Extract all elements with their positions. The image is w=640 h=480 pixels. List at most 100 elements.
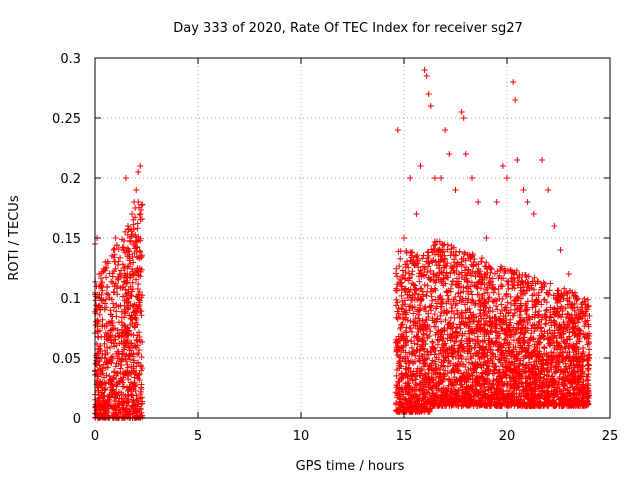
data-point [412, 286, 419, 293]
data-point [562, 360, 569, 367]
data-point [406, 274, 413, 281]
data-point [408, 338, 415, 345]
data-point [415, 311, 422, 318]
data-point [431, 175, 438, 181]
data-point [535, 371, 542, 378]
data-point [562, 345, 569, 352]
data-point [425, 91, 432, 97]
data-point [92, 310, 99, 317]
data-point [121, 309, 128, 316]
data-point [471, 256, 478, 263]
data-point [518, 345, 525, 352]
data-point [411, 340, 418, 347]
data-point [553, 387, 560, 394]
data-point [436, 336, 443, 343]
data-point [410, 322, 417, 329]
data-point [420, 330, 427, 337]
x-tick-label: 15 [396, 429, 413, 444]
data-point [421, 383, 428, 390]
data-point [454, 260, 461, 267]
data-point [418, 367, 425, 374]
data-point [133, 276, 140, 283]
data-point [135, 371, 142, 378]
data-point [530, 211, 537, 217]
data-point [115, 246, 122, 253]
data-point [409, 349, 416, 356]
data-point [139, 201, 146, 208]
data-point [401, 355, 408, 362]
data-point [97, 342, 104, 349]
data-point [95, 373, 102, 380]
y-tick-label: 0.25 [52, 112, 81, 127]
data-point [104, 349, 111, 356]
data-point [558, 303, 565, 310]
data-point [409, 297, 416, 304]
data-point [98, 284, 105, 291]
data-point [413, 398, 420, 405]
data-point [425, 352, 432, 359]
data-point [428, 293, 435, 300]
data-point [428, 360, 435, 367]
data-point [523, 287, 530, 294]
data-point [424, 269, 431, 276]
data-point [124, 231, 131, 238]
data-point [119, 350, 126, 357]
data-point [122, 340, 129, 347]
data-point [129, 380, 136, 387]
data-point [418, 296, 425, 303]
data-point [401, 235, 407, 241]
data-point [118, 389, 125, 396]
data-point [424, 381, 431, 388]
data-point [130, 309, 137, 316]
data-point [124, 402, 131, 409]
data-point [456, 248, 463, 255]
data-point [410, 310, 417, 317]
data-point [420, 357, 427, 364]
data-point [122, 286, 129, 293]
data-point [412, 315, 419, 322]
data-point [130, 216, 137, 223]
data-point [486, 314, 493, 321]
x-tick-label: 0 [91, 429, 99, 444]
x-tick-label: 25 [602, 429, 619, 444]
data-point [119, 244, 126, 251]
data-point [507, 327, 514, 334]
data-point [435, 356, 442, 363]
data-point [532, 303, 539, 310]
data-point [396, 404, 403, 411]
data-point [132, 238, 139, 245]
data-point [406, 384, 413, 391]
data-point [105, 319, 112, 326]
data-point [504, 281, 511, 288]
data-point [128, 266, 135, 273]
x-tick-label: 5 [194, 429, 202, 444]
data-point [136, 405, 143, 412]
data-point [564, 310, 571, 317]
data-point [515, 362, 522, 369]
data-point [497, 263, 504, 270]
data-point [132, 381, 139, 388]
data-point [393, 372, 400, 379]
data-point [393, 265, 400, 272]
data-point [134, 342, 141, 349]
data-point [102, 364, 109, 371]
data-point [495, 275, 502, 282]
data-point [483, 274, 490, 281]
data-point [122, 228, 129, 235]
data-point [122, 323, 129, 330]
data-point [100, 392, 107, 399]
data-point [504, 175, 510, 181]
data-point [402, 269, 409, 276]
data-point [118, 314, 125, 321]
data-point [136, 376, 143, 383]
data-point [415, 273, 422, 280]
data-point [399, 301, 406, 308]
data-point [137, 237, 144, 244]
data-point [114, 327, 121, 334]
data-point [96, 311, 103, 318]
data-point [428, 307, 435, 314]
data-point [475, 199, 482, 205]
data-point [394, 281, 401, 288]
data-point [403, 324, 410, 331]
data-point [413, 407, 420, 414]
